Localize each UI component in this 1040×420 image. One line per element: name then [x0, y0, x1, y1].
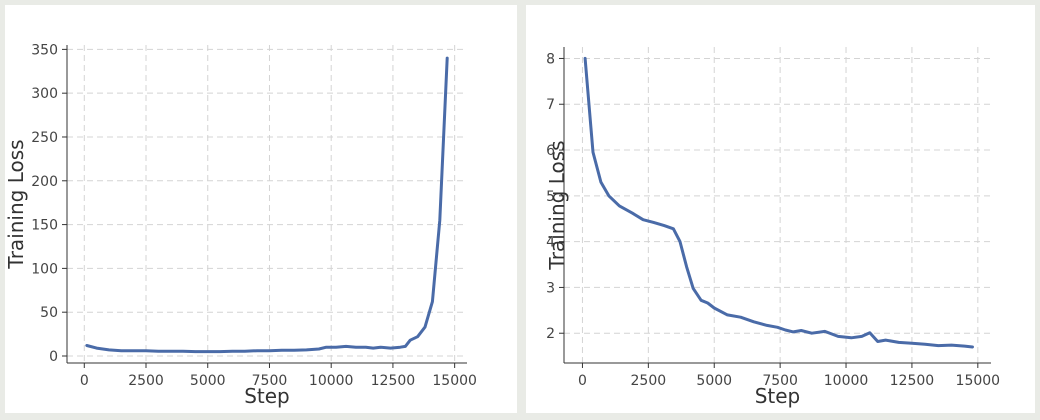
- loss-series-line: [583, 56, 974, 349]
- y-tick-label: 350: [31, 42, 58, 58]
- grid-lines: [67, 45, 467, 363]
- y-tick-label: 8: [546, 51, 555, 67]
- y-tick-label: 5: [546, 189, 555, 205]
- x-tick-label: 12500: [890, 373, 935, 389]
- right-chart: 0 2500 5000 7500 10000 12500 15000 2 3 4 5 6 7 8 Step T…: [545, 47, 1001, 408]
- grid-lines: [564, 47, 991, 363]
- y-tick-label: 250: [31, 130, 58, 146]
- y-tick-label: 2: [546, 326, 555, 342]
- x-tick-label: 15000: [956, 373, 1001, 389]
- y-axis-title: Training Loss: [5, 139, 28, 269]
- y-tick-label: 300: [31, 86, 58, 102]
- x-tick-label: 10000: [824, 373, 869, 389]
- x-tick-label: 2500: [631, 373, 667, 389]
- y-tick-label: 0: [49, 349, 58, 365]
- x-tick-label: 7500: [252, 373, 288, 389]
- y-tick-label: 50: [40, 305, 58, 321]
- x-axis-title: Step: [755, 384, 801, 408]
- right-chart-panel: 0 2500 5000 7500 10000 12500 15000 2 3 4 5 6 7 8 Step T…: [526, 5, 1035, 413]
- y-tick-label: 200: [31, 174, 58, 190]
- y-tick-label: 3: [546, 280, 555, 296]
- x-tick-label: 5000: [696, 373, 732, 389]
- y-axis-title: Training Loss: [545, 140, 569, 270]
- x-tick-label: 15000: [432, 373, 477, 389]
- x-tick-label: 5000: [190, 373, 226, 389]
- x-axis-title: Step: [244, 384, 290, 408]
- y-tick-label: 6: [546, 143, 555, 159]
- y-tick-label: 100: [31, 261, 58, 277]
- x-tick-label: 12500: [371, 373, 416, 389]
- x-tick-label: 7500: [762, 373, 798, 389]
- y-tick-label: 4: [546, 235, 555, 251]
- x-tick-label: 0: [578, 373, 587, 389]
- left-chart: 0 2500 5000 7500 10000 12500 15000 0 50 100 150 200…: [5, 42, 477, 408]
- x-tick-label: 10000: [309, 373, 354, 389]
- x-tick-label: 2500: [128, 373, 164, 389]
- loss-series-line: [85, 56, 449, 354]
- left-chart-panel: 0 2500 5000 7500 10000 12500 15000 0 50 100 150 200…: [5, 5, 517, 413]
- x-tick-label: 0: [80, 373, 89, 389]
- y-tick-label: 150: [31, 218, 58, 234]
- y-tick-label: 7: [546, 97, 555, 113]
